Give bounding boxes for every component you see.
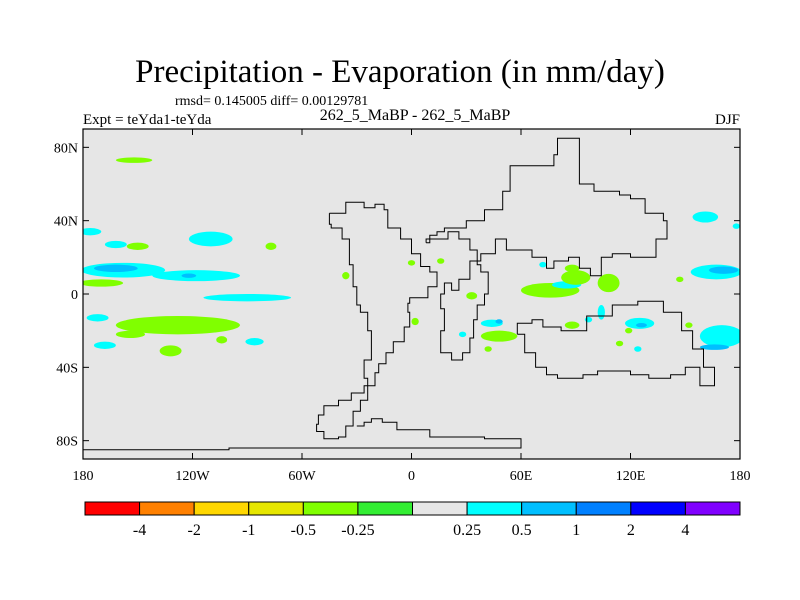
x-tick-label: 120W	[175, 469, 210, 484]
colorbar-swatch	[302, 501, 359, 516]
x-tick-label: 180	[730, 469, 751, 484]
colorbar-label: 0.5	[512, 522, 532, 539]
contour-regions	[83, 157, 740, 357]
contour-region	[699, 344, 730, 350]
contour-region	[86, 314, 109, 322]
colorbar-swatch	[248, 501, 304, 516]
contour-region	[181, 273, 197, 278]
contour-region	[115, 330, 146, 339]
coastline	[316, 201, 438, 440]
x-tick-label: 0	[408, 469, 415, 484]
x-axis: 180 120W 60W 0 60E 120E 180	[73, 129, 751, 484]
contour-region	[480, 330, 518, 342]
x-tick-label: 60W	[288, 469, 316, 484]
contour-region	[83, 279, 124, 287]
y-tick-label: 0	[71, 288, 78, 303]
colorbar-swatch	[684, 501, 741, 516]
colorbar-swatch	[139, 501, 195, 516]
case-label: 262_5_MaBP - 262_5_MaBP	[319, 107, 511, 124]
contour-region	[93, 264, 138, 273]
colorbar-label: -2	[188, 522, 201, 539]
contour-region	[265, 242, 277, 250]
colorbar-swatch	[357, 501, 413, 516]
contour-region	[635, 322, 647, 328]
coastline	[83, 418, 522, 452]
colorbar-swatch	[466, 501, 523, 516]
colorbar-label: 1	[572, 522, 580, 539]
contour-region	[407, 260, 416, 266]
contour-region	[597, 305, 605, 320]
contour-region	[104, 240, 127, 249]
contour-region	[245, 338, 264, 346]
map-background	[83, 129, 740, 459]
contour-region	[597, 273, 620, 293]
colorbar-label: -4	[133, 522, 146, 539]
colorbar: -4 -2 -1 -0.5 -0.25 0.25 0.5 1 2 4	[84, 501, 741, 539]
contour-region	[115, 157, 153, 163]
colorbar-label: -0.5	[291, 522, 316, 539]
season-label: DJF	[714, 112, 740, 128]
chart-title: Precipitation - Evaporation (in mm/day)	[135, 54, 665, 90]
contour-region	[564, 321, 580, 329]
contour-region	[685, 322, 693, 328]
y-tick-label: 80N	[54, 141, 78, 156]
contour-region	[564, 264, 580, 273]
y-tick-label: 40S	[56, 361, 78, 376]
contour-region	[625, 327, 633, 334]
contour-region	[188, 231, 233, 247]
contour-region	[561, 270, 591, 285]
contour-region	[699, 325, 740, 348]
experiment-label: Expt = teYda1-teYda	[83, 112, 212, 128]
contour-region	[203, 294, 292, 302]
colorbar-label: 2	[627, 522, 635, 539]
colorbar-swatch	[412, 501, 468, 516]
coastlines	[83, 137, 715, 452]
colorbar-label: -0.25	[341, 522, 374, 539]
coastline	[516, 300, 715, 387]
contour-region	[458, 331, 467, 338]
contour-region	[495, 319, 503, 324]
contour-region	[115, 316, 240, 335]
contour-region	[126, 242, 149, 250]
contour-region	[216, 336, 228, 344]
colorbar-swatch	[84, 501, 141, 516]
contour-region	[539, 261, 547, 268]
colorbar-label: 0.25	[453, 522, 481, 539]
y-tick-label: 40N	[54, 215, 78, 230]
contour-region	[615, 340, 624, 347]
y-tick-label: 80S	[56, 435, 78, 450]
contour-region	[708, 266, 739, 274]
contour-region	[466, 292, 478, 300]
contour-region	[584, 316, 593, 323]
contour-region	[437, 258, 445, 264]
stats-text: rmsd= 0.145005 diff= 0.00129781	[175, 94, 369, 109]
y-axis: 80N 40N 0 40S 80S	[54, 141, 740, 450]
contour-region	[159, 345, 182, 357]
colorbar-label: 4	[681, 522, 689, 539]
x-tick-label: 180	[73, 469, 94, 484]
contour-region	[93, 341, 116, 350]
contour-region	[676, 276, 684, 283]
contour-region	[342, 272, 350, 280]
x-tick-label: 120E	[616, 469, 646, 484]
colorbar-swatch	[630, 501, 686, 516]
contour-region	[634, 346, 642, 352]
contour-region	[83, 228, 102, 236]
contour-region	[732, 223, 740, 229]
contour-region	[484, 346, 492, 352]
colorbar-swatch	[575, 501, 632, 516]
contour-region	[411, 317, 419, 326]
colorbar-swatch	[193, 501, 250, 516]
contour-region	[692, 211, 719, 223]
colorbar-swatch	[521, 501, 577, 516]
coastline	[425, 137, 668, 361]
colorbar-label: -1	[242, 522, 255, 539]
x-tick-label: 60E	[510, 469, 533, 484]
